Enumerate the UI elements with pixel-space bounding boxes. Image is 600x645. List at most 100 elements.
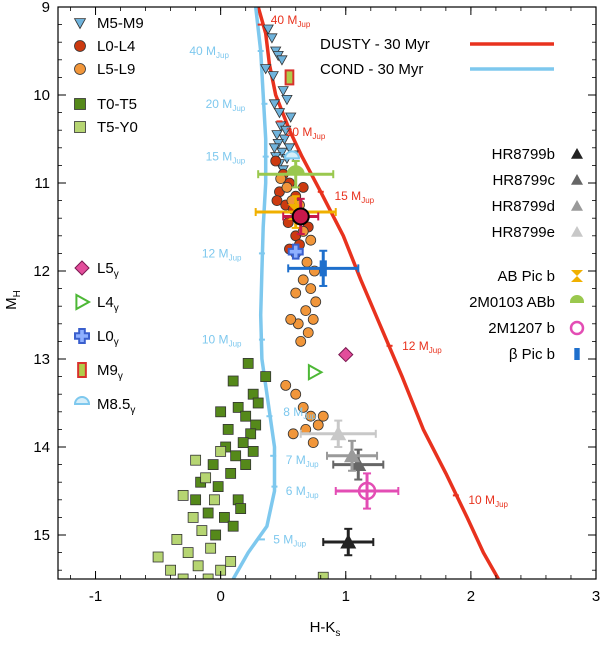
legend-companion-label-3: HR8799e: [492, 224, 555, 241]
legend-companion-marker-4: [571, 270, 583, 282]
mass-label-sub-0-2: Jup: [361, 196, 374, 205]
x-tick-label-2: 1: [342, 588, 350, 605]
field-point-4-11: [165, 564, 177, 576]
legend-young-sub-4: γ: [130, 405, 135, 416]
legend-young-name-0: L5: [97, 260, 114, 277]
field-point-2-26: [317, 410, 329, 422]
legend-young-name-2: L0: [97, 328, 114, 345]
field-point-0-5: [260, 64, 272, 75]
legend-field-label-3: T0-T5: [97, 96, 137, 113]
field-point-0-1: [266, 33, 278, 44]
legend-field-marker-2: [74, 63, 86, 75]
legend-field-marker-1: [74, 40, 86, 52]
field-point-4-3: [208, 494, 220, 506]
y-axis-label: MH: [3, 290, 23, 310]
legend-young-sub-0: γ: [114, 269, 119, 280]
legend-young-marker-3: [77, 362, 87, 378]
field-point-1-0: [270, 155, 282, 167]
companion-point-7: [319, 260, 327, 277]
mass-label-sub-1-0: Jup: [216, 51, 229, 60]
field-point-4-1: [200, 472, 212, 484]
legend-companion-marker-3: [571, 226, 583, 237]
mass-label-text-0-4: 10 M: [468, 493, 495, 507]
field-point-4-15: [177, 573, 189, 579]
field-point-3-21: [219, 512, 230, 523]
mass-label-1-6: 7 MJup: [286, 453, 319, 469]
field-point-4-17: [215, 445, 227, 457]
field-point-4-10: [192, 560, 204, 572]
y-tick-label-4: 13: [33, 351, 50, 368]
mass-label-sub-1-1: Jup: [232, 104, 245, 113]
mass-label-text-1-7: 6 M: [286, 484, 306, 498]
model-line-1: [231, 7, 277, 579]
companion-point-0: [340, 534, 357, 549]
field-point-0-6: [267, 71, 279, 82]
field-point-3-22: [227, 520, 239, 532]
x-tick-label-4: 3: [592, 588, 600, 605]
legend-companion-marker-6: [569, 320, 585, 336]
field-point-4-5: [196, 525, 208, 536]
field-point-2-25: [307, 437, 319, 449]
mass-label-text-1-4: 10 M: [202, 333, 229, 347]
legend-young-label-4: M8.5γ: [97, 396, 135, 416]
legend-model-label-1: COND - 30 Myr: [320, 61, 423, 78]
x-tick-label-3: 2: [467, 588, 475, 605]
mass-label-sub-1-4: Jup: [229, 340, 242, 349]
legend-young-name-4: M8.5: [97, 396, 130, 413]
y-tick-label-6: 15: [33, 527, 50, 544]
x-tick-label-0: -1: [89, 588, 102, 605]
field-point-4-9: [152, 551, 164, 563]
legend-field-label-2: L5-L9: [97, 61, 135, 78]
legend-young-sub-3: γ: [118, 371, 123, 382]
mass-label-1-0: 40 MJup: [189, 44, 229, 60]
legend-field-label-0: M5-M9: [97, 15, 144, 32]
field-point-3-5: [240, 410, 252, 422]
field-point-3-13: [207, 459, 219, 471]
mass-label-1-7: 6 MJup: [286, 484, 319, 500]
mass-label-text-1-5: 8 M: [283, 405, 303, 419]
mass-label-text-0-0: 40 M: [271, 13, 298, 27]
field-point-4-4: [187, 512, 199, 523]
mass-label-1-1: 20 MJup: [206, 97, 246, 113]
legend-young-label-0: L5γ: [97, 260, 119, 280]
mass-label-sub-0-0: Jup: [297, 20, 310, 29]
legend-young-sub-2: γ: [114, 337, 119, 348]
legend-companion-label-1: HR8799c: [492, 172, 555, 189]
mass-label-sub-1-2: Jup: [232, 157, 245, 166]
field-point-2-21: [305, 410, 317, 422]
field-point-2-27: [280, 379, 292, 391]
y-tick-label-2: 11: [34, 175, 50, 192]
legend-young-name-3: M9: [97, 362, 118, 379]
companion-point-1: [350, 456, 367, 471]
field-point-3-9: [237, 437, 249, 449]
field-point-2-18: [285, 313, 297, 325]
legend-young-label-3: M9γ: [97, 362, 123, 382]
field-point-2-9: [297, 274, 309, 286]
field-point-3-20: [202, 507, 214, 519]
field-point-3-25: [252, 397, 264, 409]
companion-point-6: [357, 481, 377, 501]
field-point-0-11: [285, 112, 297, 123]
legend-young-label-2: L0γ: [97, 328, 119, 348]
mass-label-sub-1-7: Jup: [306, 491, 319, 500]
legend-companion-marker-1: [571, 174, 583, 185]
field-point-3-11: [247, 445, 259, 457]
field-point-2-20: [297, 401, 309, 413]
field-point-3-19: [190, 494, 202, 506]
field-point-0-10: [273, 108, 286, 119]
mass-label-sub-1-6: Jup: [306, 460, 319, 469]
legend-young-marker-1: [75, 293, 92, 311]
mass-label-text-1-3: 12 M: [202, 246, 229, 260]
mass-label-1-4: 10 MJup: [202, 333, 242, 349]
field-point-1-8: [271, 195, 283, 207]
field-point-2-16: [302, 327, 314, 339]
field-point-4-13: [202, 573, 214, 579]
legend-young-marker-2: [74, 328, 90, 344]
mass-label-sub-0-1: Jup: [312, 132, 325, 141]
plot-area: [152, 7, 500, 579]
mass-label-0-2: 15 MJup: [335, 189, 375, 205]
companion-point-5: [286, 165, 305, 176]
mass-label-text-1-6: 7 M: [286, 453, 306, 467]
